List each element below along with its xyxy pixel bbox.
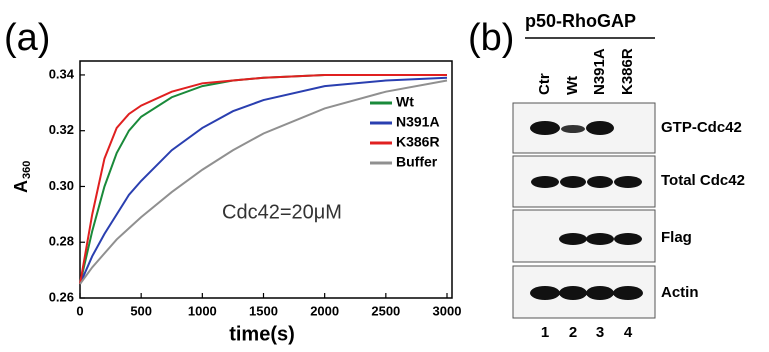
page: (a) Cdc42=20μM time(s) A 360 (b) p50-Rho… <box>0 0 769 352</box>
row-label: Actin <box>661 284 699 301</box>
x-tick-label: 3000 <box>433 303 462 318</box>
row-label: Total Cdc42 <box>661 172 745 189</box>
lane-number: 4 <box>624 324 633 341</box>
blot-title: p50-RhoGAP <box>525 11 636 31</box>
legend-label: N391A <box>396 114 440 130</box>
x-tick-label: 0 <box>76 303 83 318</box>
row-label: Flag <box>661 229 692 246</box>
band <box>586 233 614 245</box>
band <box>614 176 642 188</box>
band <box>613 286 643 300</box>
lane-number: 3 <box>596 324 604 341</box>
y-axis-label-sub: 360 <box>21 161 33 179</box>
legend-label: Wt <box>396 94 414 110</box>
y-tick-label: 0.28 <box>49 234 74 249</box>
y-axis-label-main: A <box>11 180 31 193</box>
blot <box>513 103 655 318</box>
legend-label: Buffer <box>396 154 438 170</box>
x-tick-label: 1500 <box>249 303 278 318</box>
y-tick-label: 0.32 <box>49 122 74 137</box>
x-tick-label: 2000 <box>310 303 339 318</box>
panel-label: (b) <box>468 17 514 59</box>
band <box>561 125 585 133</box>
band <box>530 286 560 300</box>
lane-label: N391A <box>591 48 608 95</box>
lane-label: K386R <box>619 48 636 95</box>
row-label: GTP-Cdc42 <box>661 119 742 136</box>
band <box>587 176 613 188</box>
legend-label: K386R <box>396 134 440 150</box>
lane-number: 2 <box>569 324 577 341</box>
annotation: Cdc42=20μM <box>222 201 342 223</box>
x-tick-label: 500 <box>130 303 152 318</box>
x-tick-label: 2500 <box>371 303 400 318</box>
figure: (a) Cdc42=20μM time(s) A 360 (b) p50-Rho… <box>0 0 769 352</box>
lane-label: Wt <box>564 76 581 95</box>
panel-label: (a) <box>4 17 50 59</box>
band <box>531 176 559 188</box>
band <box>559 286 587 300</box>
data-line <box>80 75 447 284</box>
data-line <box>80 75 447 284</box>
band <box>560 176 586 188</box>
band <box>614 233 642 245</box>
lane-label: Ctr <box>536 73 553 95</box>
band <box>530 121 560 135</box>
lane-number: 1 <box>541 324 549 341</box>
data-line <box>80 81 447 285</box>
x-tick-label: 1000 <box>188 303 217 318</box>
band <box>586 121 614 135</box>
y-tick-label: 0.30 <box>49 178 74 193</box>
band <box>586 286 614 300</box>
y-tick-label: 0.26 <box>49 289 74 304</box>
y-axis-label: A 360 <box>11 161 33 193</box>
y-tick-label: 0.34 <box>49 66 75 81</box>
band <box>559 233 587 245</box>
x-axis-label: time(s) <box>229 323 295 345</box>
